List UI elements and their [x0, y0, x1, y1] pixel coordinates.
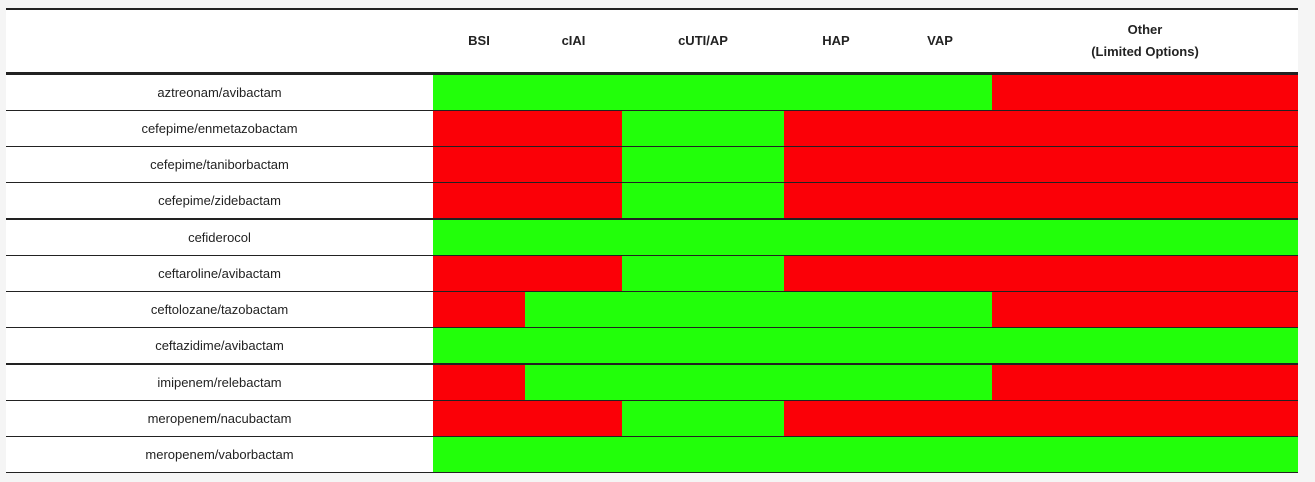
status-cell-not-recommended	[992, 111, 1298, 146]
status-cell-not-recommended	[992, 147, 1298, 182]
status-cell-not-recommended	[888, 147, 992, 182]
table-row: ceftolozane/tazobactam	[6, 292, 1298, 328]
drug-name: cefepime/taniborbactam	[150, 157, 289, 172]
status-cell-recommended	[433, 75, 525, 110]
status-cell-recommended	[784, 328, 888, 363]
status-cell-not-recommended	[992, 401, 1298, 436]
status-cell-recommended	[525, 292, 622, 327]
status-cell-recommended	[433, 437, 525, 472]
status-cell-not-recommended	[525, 111, 622, 146]
table-row: cefiderocol	[6, 220, 1298, 256]
status-cell-recommended	[784, 365, 888, 400]
table-row: meropenem/vaborbactam	[6, 437, 1298, 473]
status-cell-not-recommended	[525, 256, 622, 291]
status-cell-not-recommended	[992, 365, 1298, 400]
status-cell-recommended	[622, 256, 784, 291]
table-row: meropenem/nacubactam	[6, 401, 1298, 437]
status-cell-recommended	[622, 292, 784, 327]
status-cell-recommended	[622, 437, 784, 472]
drug-name: meropenem/vaborbactam	[145, 447, 294, 462]
table-row: ceftaroline/avibactam	[6, 256, 1298, 292]
status-cell-not-recommended	[433, 365, 525, 400]
table-row: aztreonam/avibactam	[6, 75, 1298, 111]
status-cell-recommended	[784, 220, 888, 255]
status-cell-recommended	[784, 437, 888, 472]
status-cell-recommended	[888, 328, 992, 363]
status-cell-not-recommended	[525, 401, 622, 436]
status-cell-recommended	[622, 328, 784, 363]
status-cell-not-recommended	[784, 401, 888, 436]
drug-name: ceftazidime/avibactam	[155, 338, 284, 353]
status-cell-not-recommended	[784, 111, 888, 146]
status-cell-not-recommended	[888, 256, 992, 291]
column-header: cUTI/AP	[678, 33, 728, 48]
table-row: ceftazidime/avibactam	[6, 328, 1298, 365]
status-cell-recommended	[888, 75, 992, 110]
status-cell-recommended	[784, 292, 888, 327]
status-cell-recommended	[992, 328, 1298, 363]
status-cell-not-recommended	[784, 147, 888, 182]
status-cell-recommended	[622, 401, 784, 436]
status-cell-not-recommended	[888, 401, 992, 436]
status-cell-recommended	[525, 437, 622, 472]
status-cell-recommended	[888, 220, 992, 255]
drug-name: cefepime/enmetazobactam	[141, 121, 298, 136]
status-cell-recommended	[525, 365, 622, 400]
status-cell-recommended	[622, 147, 784, 182]
drug-name: meropenem/nacubactam	[147, 411, 292, 426]
status-cell-not-recommended	[992, 256, 1298, 291]
status-cell-recommended	[433, 220, 525, 255]
table-row: cefepime/enmetazobactam	[6, 111, 1298, 147]
column-header: VAP	[927, 33, 953, 48]
status-cell-recommended	[525, 75, 622, 110]
status-cell-recommended	[888, 365, 992, 400]
status-cell-not-recommended	[433, 147, 525, 182]
status-cell-recommended	[622, 183, 784, 218]
column-header: BSI	[468, 33, 490, 48]
status-cell-recommended	[992, 220, 1298, 255]
table-header: BSI cIAI cUTI/AP HAP VAP Other (Limited Optio…	[6, 10, 1298, 75]
header-blank	[6, 10, 433, 72]
status-cell-recommended	[784, 75, 888, 110]
status-cell-recommended	[525, 328, 622, 363]
drug-name: cefiderocol	[188, 230, 251, 245]
table-row: cefepime/taniborbactam	[6, 147, 1298, 183]
status-cell-not-recommended	[433, 401, 525, 436]
status-cell-not-recommended	[992, 75, 1298, 110]
status-cell-not-recommended	[433, 111, 525, 146]
status-cell-not-recommended	[525, 147, 622, 182]
status-cell-recommended	[433, 328, 525, 363]
drug-indication-table: BSI cIAI cUTI/AP HAP VAP Other (Limited Optio…	[6, 8, 1298, 473]
status-cell-not-recommended	[433, 292, 525, 327]
drug-name: cefepime/zidebactam	[158, 193, 281, 208]
drug-name: aztreonam/avibactam	[157, 85, 282, 100]
status-cell-not-recommended	[784, 256, 888, 291]
status-cell-recommended	[622, 220, 784, 255]
drug-name: imipenem/relebactam	[157, 375, 282, 390]
table-body: aztreonam/avibactam cefepime/enmetazobact…	[6, 75, 1298, 473]
status-cell-not-recommended	[992, 183, 1298, 218]
status-cell-recommended	[622, 365, 784, 400]
drug-name: ceftaroline/avibactam	[158, 266, 281, 281]
status-cell-recommended	[525, 220, 622, 255]
table-row: imipenem/relebactam	[6, 365, 1298, 401]
status-cell-recommended	[622, 75, 784, 110]
status-cell-not-recommended	[784, 183, 888, 218]
status-cell-not-recommended	[888, 111, 992, 146]
status-cell-not-recommended	[888, 183, 992, 218]
status-cell-not-recommended	[525, 183, 622, 218]
status-cell-recommended	[888, 292, 992, 327]
status-cell-recommended	[888, 437, 992, 472]
status-cell-recommended	[622, 111, 784, 146]
column-header: HAP	[822, 33, 850, 48]
status-cell-not-recommended	[433, 183, 525, 218]
drug-name: ceftolozane/tazobactam	[150, 302, 289, 317]
table-row: cefepime/zidebactam	[6, 183, 1298, 220]
column-header: Other (Limited Options)	[1091, 22, 1199, 59]
status-cell-not-recommended	[992, 292, 1298, 327]
status-cell-recommended	[992, 437, 1298, 472]
status-cell-not-recommended	[433, 256, 525, 291]
column-header: cIAI	[561, 33, 586, 48]
